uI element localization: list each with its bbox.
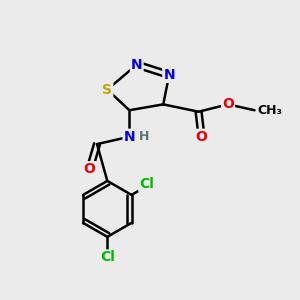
Text: CH₃: CH₃: [257, 104, 283, 117]
Text: O: O: [84, 162, 96, 176]
Text: O: O: [222, 98, 234, 111]
Text: N: N: [131, 58, 142, 72]
Text: Cl: Cl: [100, 250, 115, 265]
Text: O: O: [196, 130, 208, 144]
Text: N: N: [124, 130, 135, 144]
Text: H: H: [139, 130, 149, 143]
Text: S: S: [102, 82, 112, 97]
Text: N: N: [163, 68, 175, 82]
Text: Cl: Cl: [139, 177, 154, 191]
